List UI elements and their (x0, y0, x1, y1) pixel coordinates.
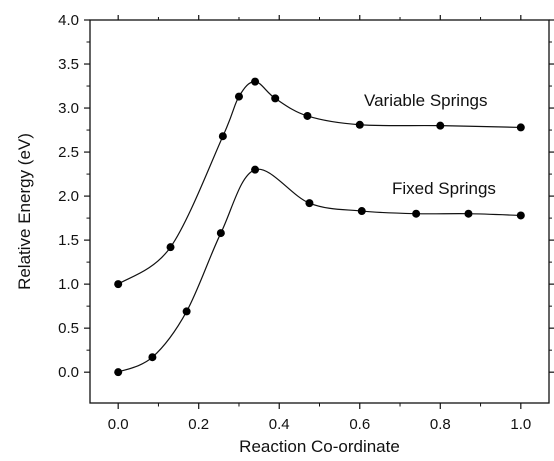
series-label-variable-springs: Variable Springs (364, 91, 487, 110)
x-axis-label: Reaction Co-ordinate (239, 437, 400, 456)
data-points (114, 77, 525, 377)
x-tick-label: 0.4 (269, 416, 290, 433)
data-point-variable-springs (516, 123, 525, 132)
y-tick-label: 1.5 (58, 232, 79, 249)
data-point-variable-springs (218, 132, 227, 141)
y-tick-label: 3.0 (58, 100, 79, 117)
data-point-fixed-springs (251, 165, 260, 174)
plot-frame (89, 19, 550, 404)
x-tick-label: 0.8 (430, 416, 451, 433)
data-point-fixed-springs (516, 211, 525, 220)
data-point-fixed-springs (148, 353, 157, 362)
y-tick-label: 1.0 (58, 276, 79, 293)
series-line-fixed-springs (117, 168, 521, 373)
data-point-fixed-springs (464, 209, 473, 218)
y-tick-label: 2.0 (58, 188, 79, 205)
y-tick-label: 2.5 (58, 144, 79, 161)
data-point-fixed-springs (216, 229, 225, 238)
data-point-variable-springs (166, 243, 175, 252)
data-point-variable-springs (271, 94, 280, 103)
series-line-variable-springs (117, 81, 521, 285)
series-label-fixed-springs: Fixed Springs (392, 179, 496, 198)
data-point-variable-springs (355, 120, 364, 129)
curves (117, 81, 521, 373)
data-point-variable-springs (303, 111, 312, 120)
axis-ticks (84, 15, 554, 409)
data-point-variable-springs (436, 121, 445, 130)
x-tick-label: 0.6 (349, 416, 370, 433)
data-point-fixed-springs (114, 368, 123, 377)
x-tick-label: 1.0 (510, 416, 531, 433)
y-tick-label: 3.5 (58, 56, 79, 73)
y-tick-label: 4.0 (58, 12, 79, 29)
y-axis-label: Relative Energy (eV) (15, 133, 34, 290)
y-tick-label: 0.5 (58, 320, 79, 337)
y-tick-label: 0.0 (58, 364, 79, 381)
data-point-fixed-springs (357, 207, 366, 216)
data-point-variable-springs (114, 280, 123, 289)
data-point-fixed-springs (412, 209, 421, 218)
data-point-fixed-springs (305, 199, 314, 208)
x-tick-label: 0.0 (108, 416, 129, 433)
tick-labels: 0.0 0.2 0.4 0.6 0.8 1.0 0.0 0.5 1.0 1.5 2.0 2.5 3.0 3… (58, 12, 531, 433)
data-point-fixed-springs (182, 307, 191, 316)
data-point-variable-springs (234, 92, 243, 101)
x-tick-label: 0.2 (188, 416, 209, 433)
data-point-variable-springs (251, 77, 260, 86)
